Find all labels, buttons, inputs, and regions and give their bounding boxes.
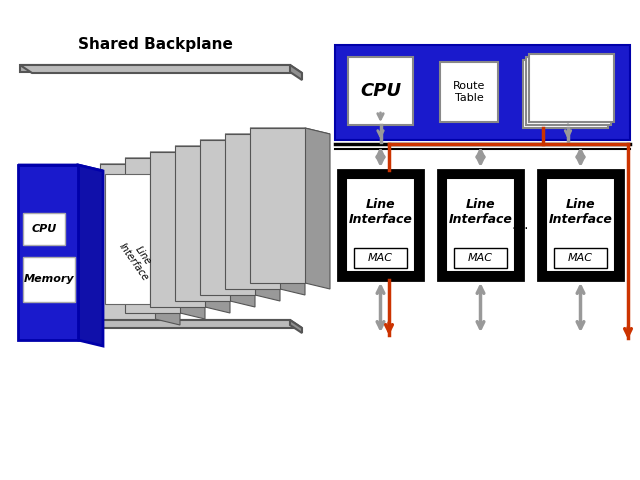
Polygon shape [125,158,180,313]
Polygon shape [175,146,255,152]
Polygon shape [150,152,205,307]
Polygon shape [125,158,205,164]
Text: Line
Interface: Line Interface [349,198,412,226]
FancyBboxPatch shape [546,178,615,272]
Text: Memory: Memory [24,275,74,285]
Polygon shape [200,140,255,295]
FancyBboxPatch shape [23,257,75,302]
Polygon shape [100,164,180,170]
Text: Line
Interface: Line Interface [116,235,159,283]
FancyBboxPatch shape [526,57,611,125]
Polygon shape [250,128,305,283]
Polygon shape [230,146,255,307]
FancyBboxPatch shape [454,248,507,268]
Polygon shape [225,134,280,289]
FancyBboxPatch shape [446,178,515,272]
FancyBboxPatch shape [23,213,65,245]
FancyBboxPatch shape [335,45,630,140]
Text: Shared Backplane: Shared Backplane [77,37,232,52]
Text: CPU: CPU [360,82,401,100]
FancyBboxPatch shape [440,62,498,122]
FancyBboxPatch shape [523,60,608,128]
Text: Line
Interface: Line Interface [548,198,612,226]
Polygon shape [225,134,305,140]
FancyBboxPatch shape [529,54,614,122]
Polygon shape [205,152,230,313]
FancyBboxPatch shape [346,178,415,272]
Polygon shape [20,65,302,73]
Text: CPU: CPU [31,224,56,234]
Polygon shape [78,165,103,346]
Polygon shape [18,165,103,171]
FancyBboxPatch shape [105,174,150,304]
Polygon shape [18,165,78,340]
Polygon shape [20,320,290,325]
Text: Line
Interface: Line Interface [449,198,513,226]
FancyBboxPatch shape [554,248,607,268]
Text: MAC: MAC [568,253,593,263]
Text: MAC: MAC [468,253,493,263]
FancyBboxPatch shape [354,248,407,268]
Text: MAC: MAC [368,253,393,263]
Polygon shape [100,164,155,319]
Polygon shape [200,140,280,146]
Polygon shape [180,158,205,319]
Polygon shape [20,320,302,328]
Polygon shape [255,140,280,301]
Polygon shape [290,65,302,80]
Polygon shape [175,146,230,301]
FancyBboxPatch shape [338,170,423,280]
FancyBboxPatch shape [538,170,623,280]
Polygon shape [155,164,180,325]
Polygon shape [290,320,302,333]
Polygon shape [280,134,305,295]
Text: Buffer
Memory: Buffer Memory [537,80,594,108]
Text: Route
Table: Route Table [453,81,485,103]
FancyBboxPatch shape [348,57,413,125]
FancyBboxPatch shape [438,170,523,280]
Polygon shape [20,65,290,72]
Polygon shape [150,152,230,158]
Polygon shape [250,128,330,134]
Text: ....: .... [511,218,529,232]
Polygon shape [305,128,330,289]
